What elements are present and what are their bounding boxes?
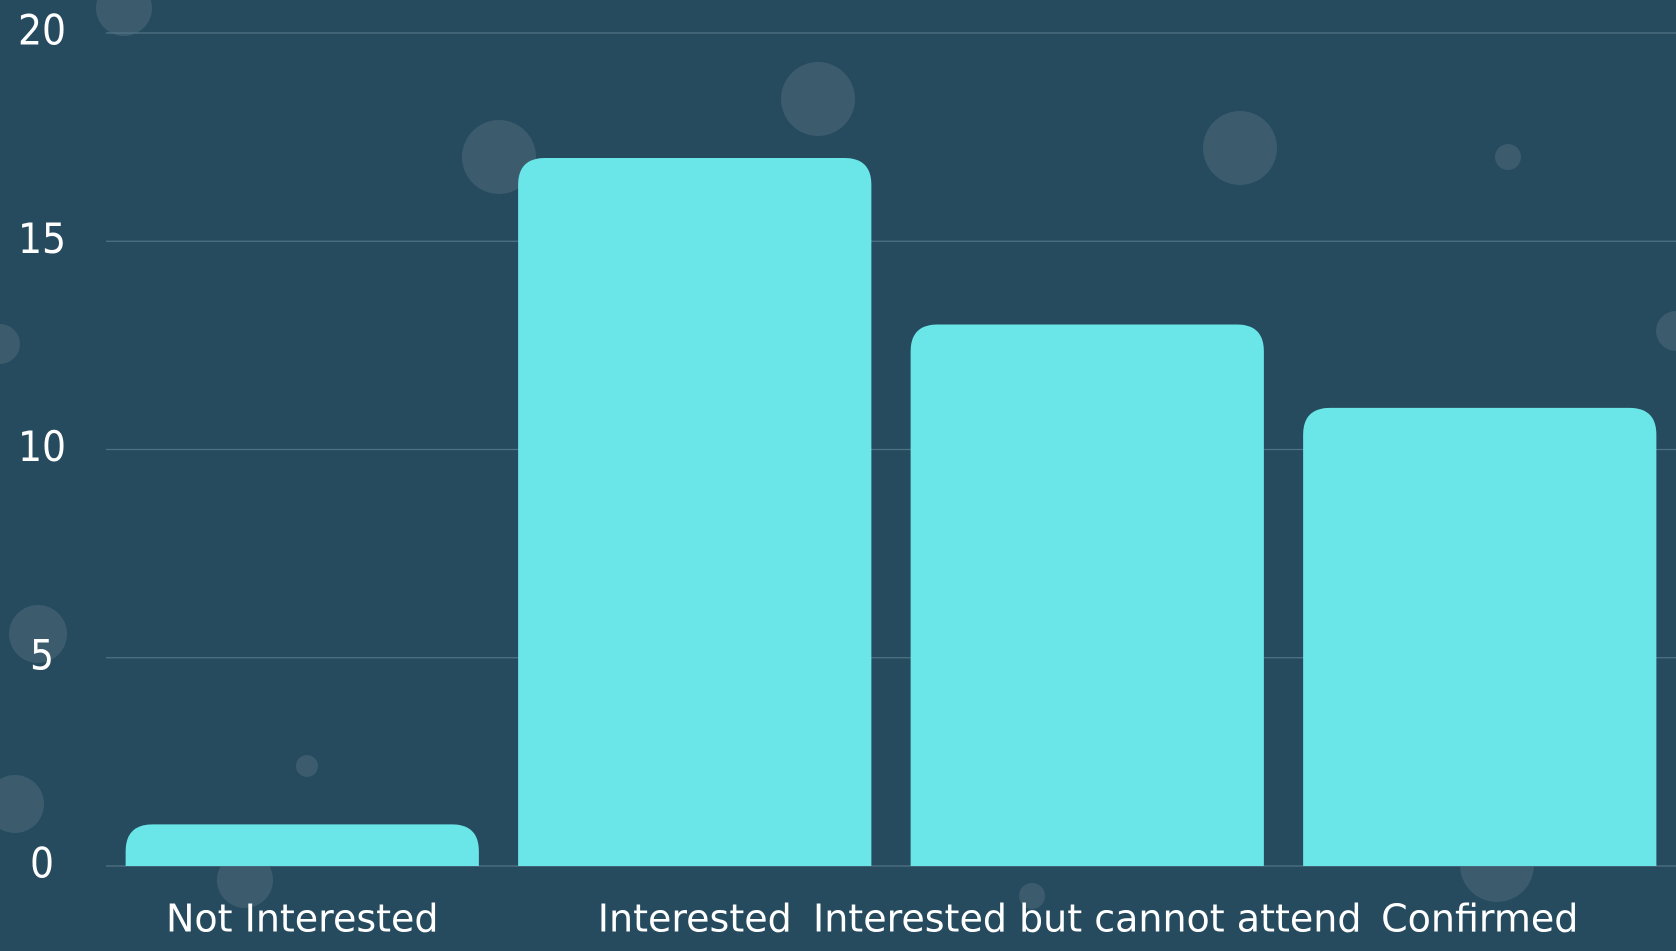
bubble	[1495, 144, 1521, 170]
bar	[518, 157, 872, 866]
y-tick-label: 0	[30, 839, 54, 888]
bar	[125, 824, 479, 866]
y-tick-label: 20	[18, 6, 66, 55]
bar	[1303, 407, 1657, 866]
y-tick-label: 5	[30, 630, 54, 679]
x-tick-label: Confirmed	[1381, 897, 1578, 941]
bubble	[1019, 883, 1045, 909]
y-tick-label: 15	[18, 214, 66, 263]
x-tick-label: Interested	[598, 897, 792, 941]
x-tick-label: Not Interested	[166, 897, 439, 941]
bubble	[781, 62, 855, 136]
x-tick-label: Interested but cannot attend	[813, 897, 1361, 941]
bubble	[1203, 111, 1277, 185]
y-tick-label: 10	[18, 422, 66, 471]
bubble	[96, 0, 152, 36]
bubble	[462, 120, 536, 194]
bubble	[0, 775, 44, 833]
bubble	[296, 755, 318, 777]
bubble	[9, 605, 67, 663]
bar	[910, 324, 1264, 866]
bubble	[1656, 311, 1676, 351]
bubble	[0, 324, 20, 364]
